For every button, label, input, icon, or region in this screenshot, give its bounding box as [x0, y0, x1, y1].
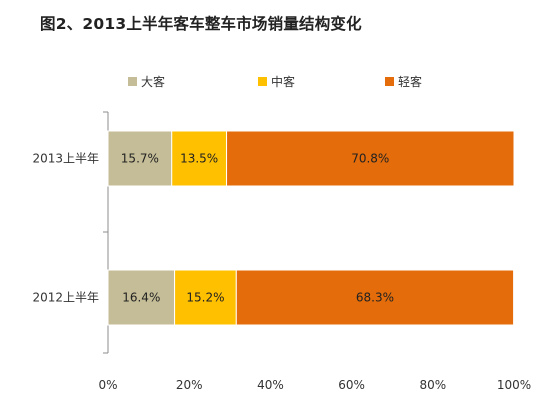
- bar-1-series-1: [107, 130, 173, 187]
- legend-label-1: 大客: [141, 74, 165, 89]
- x-tick-label: 20%: [176, 378, 203, 392]
- legend-label-2: 中客: [271, 74, 295, 89]
- category-label-1: 2013上半年: [32, 152, 99, 166]
- data-label-2-1: 16.4%: [122, 291, 160, 305]
- chart-title: 图2、2013上半年客车整车市场销量结构变化: [40, 15, 362, 33]
- bar-2-series-3: [235, 269, 515, 326]
- data-label-1-2: 13.5%: [180, 152, 218, 166]
- legend-swatch-1: [128, 77, 137, 86]
- x-tick-label: 40%: [257, 378, 284, 392]
- legend-label-3: 轻客: [398, 74, 422, 89]
- data-label-2-2: 15.2%: [186, 291, 224, 305]
- legend-swatch-3: [385, 77, 394, 86]
- category-label-2: 2012上半年: [32, 291, 99, 305]
- bar-1-series-3: [226, 130, 515, 187]
- data-label-2-3: 68.3%: [356, 291, 394, 305]
- x-tick-label: 80%: [419, 378, 446, 392]
- data-label-1-1: 15.7%: [121, 152, 159, 166]
- bar-2-series-2: [174, 269, 237, 326]
- legend-swatch-2: [258, 77, 267, 86]
- bar-2-series-1: [107, 269, 176, 326]
- data-label-1-3: 70.8%: [351, 152, 389, 166]
- x-tick-label: 0%: [98, 378, 117, 392]
- x-tick-label: 60%: [338, 378, 365, 392]
- x-tick-label: 100%: [497, 378, 531, 392]
